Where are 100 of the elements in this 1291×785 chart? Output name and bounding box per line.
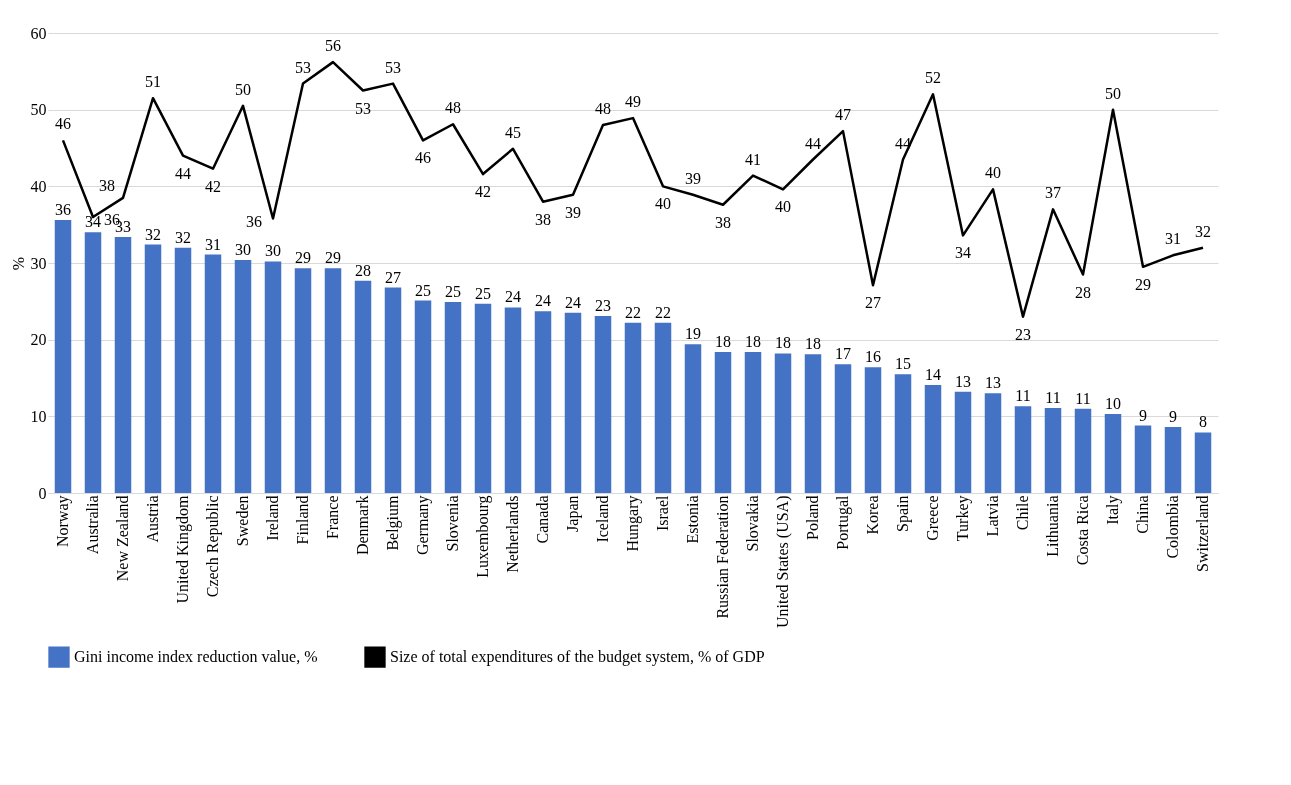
data-label: 19 [685,325,701,343]
data-label: 10 [1105,395,1121,413]
data-label: 40 [775,198,791,216]
data-label: 52 [925,69,941,87]
data-label: 24 [535,292,551,310]
x-tick-label: Germany [414,495,432,556]
x-tick-label: Hungary [624,495,642,552]
data-label: 31 [205,235,221,253]
bar [774,353,792,493]
data-label: 14 [925,365,941,383]
data-label: 44 [175,164,191,182]
data-label: 38 [535,210,551,228]
x-tick-label: Norway [54,495,72,548]
x-tick-label: Finland [294,495,311,545]
x-tick-label: Denmark [354,495,371,556]
bar [474,303,492,493]
x-tick-label: Spain [894,495,912,532]
x-tick-label: Slovenia [444,495,461,552]
x-tick-label: Japan [564,495,582,532]
bar [354,280,372,493]
data-label: 27 [385,268,401,286]
data-label: 13 [985,374,1001,392]
data-label: 45 [505,123,521,141]
x-tick-label: Portugal [834,494,852,550]
data-label: 9 [1169,408,1177,426]
y-tick-label: 0 [38,484,47,502]
x-tick-label: Belgium [384,494,402,551]
data-label: 46 [55,115,71,133]
data-label: 28 [355,261,371,279]
data-label: 25 [445,283,461,301]
data-label: 42 [475,183,491,201]
bar [504,307,522,493]
y-tick-label: 10 [30,407,47,425]
data-label: 29 [295,249,311,267]
data-label: 29 [1135,275,1151,293]
x-tick-label: China [1134,495,1151,534]
bar [384,287,402,493]
bar [204,254,222,493]
data-label: 9 [1139,406,1147,424]
x-tick-label: Czech Republic [204,495,222,598]
data-label: 16 [865,348,881,366]
bar [594,315,612,493]
bar [864,367,882,493]
data-label: 23 [1015,325,1031,343]
bar [54,220,72,493]
data-label: 15 [895,355,911,373]
x-tick-label: Greece [924,495,941,541]
data-label: 48 [445,99,461,117]
bar [684,344,702,493]
bar [324,268,342,493]
bar [114,236,132,493]
x-tick-label: Austria [144,495,161,543]
data-label: 30 [235,240,251,258]
x-tick-label: Canada [534,495,551,544]
x-tick-label: Estonia [684,495,701,544]
data-label: 22 [625,303,641,321]
data-label: 27 [865,294,881,312]
x-tick-label: Latvia [984,495,1001,537]
bar [144,244,162,493]
data-label: 22 [655,303,671,321]
bar [954,391,972,493]
y-tick-label: 50 [30,101,47,119]
y-axis-title: % [9,256,27,271]
x-tick-label: Iceland [594,495,611,543]
x-tick-label: United States (USA) [774,495,792,628]
bar [264,261,282,493]
data-label: 38 [99,176,115,194]
data-label: 53 [295,58,311,76]
data-label: 32 [175,228,191,246]
data-label: 24 [565,293,581,311]
bar [894,374,912,493]
x-tick-label: Lithuania [1044,495,1061,557]
bar [654,322,672,493]
data-label: 50 [235,80,251,98]
data-label: 18 [745,332,761,350]
bar [174,247,192,493]
data-label: 36 [55,201,71,219]
x-tick-label: New Zealand [114,495,131,582]
x-tick-label: Chile [1014,495,1031,531]
x-tick-label: Slovakia [744,495,761,552]
bar [1014,406,1032,493]
bar [984,393,1002,493]
data-label: 49 [625,93,641,111]
data-label: 48 [595,100,611,117]
x-tick-label: Switzerland [1194,495,1211,572]
y-tick-label: 40 [30,177,47,195]
data-label: 31 [1165,230,1181,248]
data-label: 25 [415,281,431,299]
data-label: 46 [415,149,431,167]
x-tick-label: Costa Rica [1074,495,1091,566]
bar [564,312,582,493]
data-label: 32 [1195,222,1211,240]
bar [924,384,942,493]
data-label: 8 [1199,413,1207,431]
x-tick-label: Italy [1104,495,1122,525]
data-label: 39 [685,169,701,187]
x-tick-label: Poland [804,495,821,540]
x-tick-label: Israel [654,494,671,532]
data-label: 51 [145,73,161,91]
bar [1194,432,1212,493]
